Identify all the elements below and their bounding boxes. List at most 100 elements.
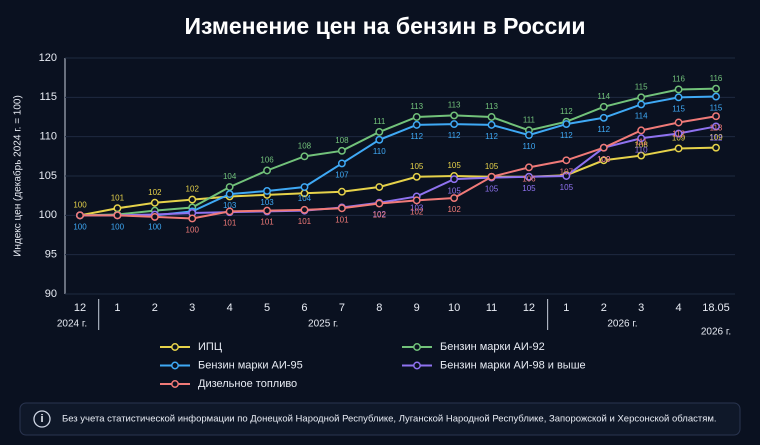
data-point	[712, 143, 720, 152]
data-label: 115	[710, 104, 723, 113]
y-tick-label: 105	[39, 170, 57, 182]
data-label: 102	[186, 185, 200, 194]
data-point	[712, 122, 720, 131]
data-label: 111	[635, 137, 648, 146]
data-point	[337, 146, 346, 155]
data-label: 105	[485, 162, 499, 171]
data-label: 107	[560, 167, 574, 176]
data-point	[637, 151, 646, 160]
data-point	[637, 134, 646, 143]
data-point	[113, 211, 122, 220]
data-label: 101	[298, 217, 312, 226]
data-point	[562, 172, 571, 180]
data-point	[674, 85, 683, 94]
data-point	[712, 112, 720, 121]
data-point	[375, 183, 384, 191]
data-point	[188, 195, 197, 204]
data-point	[300, 152, 309, 161]
data-label: 109	[597, 155, 611, 164]
data-label: 112	[560, 107, 573, 116]
data-label: 100	[186, 226, 200, 235]
data-label: 112	[448, 131, 461, 140]
data-label: 101	[223, 219, 237, 228]
data-point	[599, 156, 608, 165]
data-label: 101	[335, 215, 349, 224]
series-line	[80, 95, 717, 217]
data-label: 103	[260, 198, 274, 207]
data-point	[674, 93, 683, 102]
legend-marker	[413, 361, 421, 370]
chart-title: Изменение цен на бензин в России	[184, 13, 585, 39]
data-point	[188, 214, 197, 223]
data-point	[599, 143, 608, 152]
year-label: 2024 г.	[57, 319, 87, 330]
x-tick-label: 11	[486, 302, 497, 314]
y-tick-label: 100	[39, 209, 57, 221]
data-label: 112	[597, 125, 610, 134]
data-label: 112	[672, 130, 685, 139]
data-label: 110	[373, 147, 386, 156]
data-point	[637, 100, 646, 109]
data-label: 113	[448, 101, 461, 110]
data-point	[599, 113, 608, 122]
x-tick-label: 2	[601, 302, 607, 314]
data-point	[524, 131, 533, 140]
data-label: 104	[298, 194, 312, 203]
data-label: 109	[672, 134, 686, 143]
legend-marker	[171, 343, 179, 351]
data-point	[674, 129, 683, 138]
legend-label: Бензин марки АИ-92	[440, 341, 545, 353]
info-icon-glyph: i	[40, 413, 43, 425]
data-point	[674, 118, 683, 127]
data-point	[487, 120, 496, 129]
data-label: 108	[634, 141, 648, 150]
data-point	[674, 144, 683, 153]
data-point	[263, 166, 272, 175]
data-label: 107	[335, 171, 349, 180]
legend-label: Бензин марки АИ-95	[198, 359, 303, 371]
data-label: 102	[373, 210, 387, 219]
data-label: 115	[635, 82, 648, 91]
x-tick-label: 9	[414, 302, 420, 314]
info-icon	[33, 410, 51, 428]
data-label: 100	[111, 222, 125, 231]
data-label: 106	[522, 174, 536, 183]
data-label: 105	[485, 185, 499, 194]
y-tick-label: 120	[39, 52, 57, 64]
data-point	[450, 194, 459, 202]
x-tick-label: 1	[114, 302, 120, 314]
x-tick-label: 2	[152, 302, 158, 314]
data-point	[487, 172, 496, 181]
x-tick-label: 5	[264, 302, 270, 314]
data-point	[712, 84, 720, 93]
x-tick-label: 1	[563, 302, 569, 314]
x-tick-label: 8	[376, 302, 382, 314]
data-point	[225, 190, 234, 199]
y-tick-label: 95	[45, 249, 57, 261]
data-point	[375, 135, 384, 144]
data-label: 102	[373, 211, 387, 220]
x-tick-label: 7	[339, 302, 345, 314]
x-tick-label: 3	[189, 302, 195, 314]
data-label: 101	[260, 218, 274, 227]
data-label: 109	[597, 155, 611, 164]
data-label: 100	[73, 200, 87, 209]
data-point	[524, 172, 533, 181]
y-tick-label: 115	[39, 91, 57, 103]
data-point	[712, 92, 720, 101]
data-label: 102	[447, 205, 461, 214]
data-label: 105	[410, 162, 424, 171]
data-label: 111	[523, 115, 536, 124]
series-line	[80, 125, 717, 217]
data-label: 116	[710, 74, 723, 83]
x-tick-label: 3	[638, 302, 644, 314]
data-point	[637, 93, 646, 102]
data-point	[300, 205, 309, 214]
data-point	[263, 206, 272, 215]
data-point	[412, 196, 421, 205]
data-point	[412, 172, 421, 181]
data-label: 103	[410, 204, 424, 213]
x-tick-label: 6	[301, 302, 307, 314]
